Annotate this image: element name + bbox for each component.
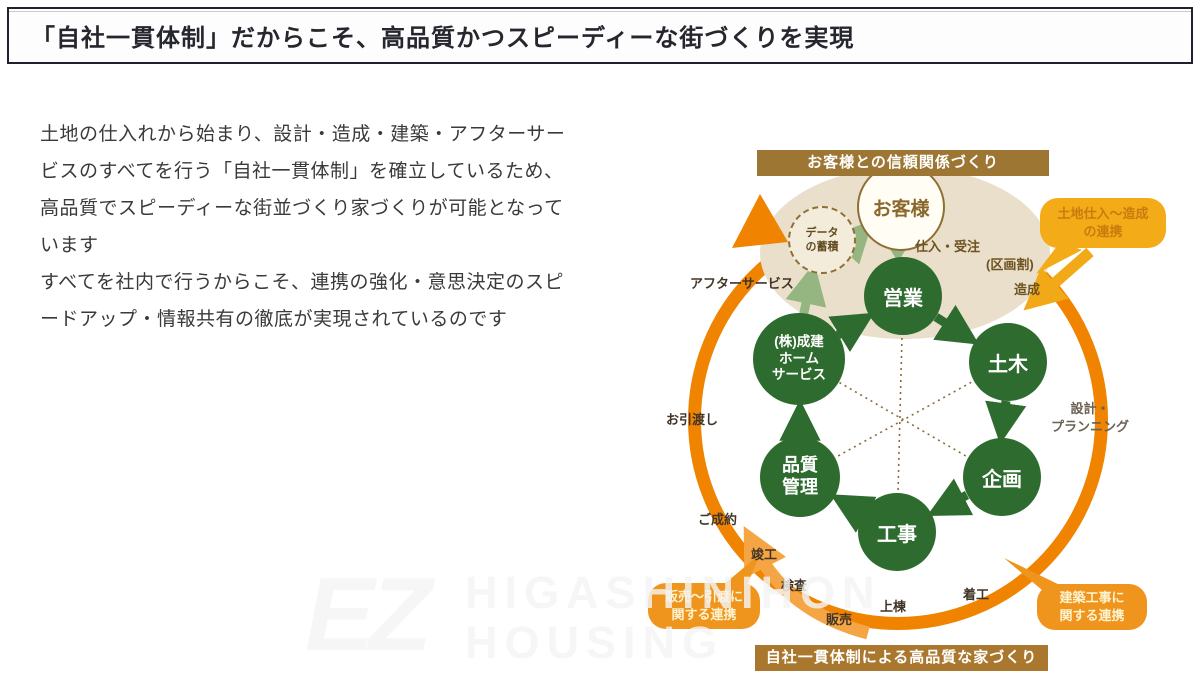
node-sales: 営業 (864, 257, 942, 335)
node-quality-control: 品質 管理 (760, 437, 840, 517)
label-after-service: アフターサービス (690, 276, 794, 291)
label-joto: 上棟 (880, 599, 907, 614)
node-civil-engineering: 土木 (969, 323, 1047, 401)
label-kensa: 検査 (781, 578, 808, 593)
label-ohikiwatashi: お引渡し (666, 412, 719, 427)
label-goseiyaku: ご成約 (698, 512, 738, 527)
watermark-logo: EZ (305, 557, 432, 673)
label-shiire: 仕入・受注 (915, 239, 981, 254)
label-sekkei-planning: 設計・ プランニング (1050, 401, 1129, 434)
label-shunko: 竣工 (751, 547, 778, 562)
node-construction: 工事 (858, 493, 936, 571)
page-title: 「自社一貫体制」だからこそ、高品質かつスピーディーな街づくりを実現 (31, 25, 855, 52)
callout-sale-cooperation: 販売～引渡に 関する連携 (648, 583, 760, 629)
label-kukakuwari: (区画割) (986, 257, 1034, 272)
data-accumulation-circle: データ の蓄積 (788, 206, 856, 274)
node-home-service: (株)成建 ホーム サービス (753, 313, 845, 405)
label-zosei: 造成 (1014, 282, 1041, 297)
label-chakko: 着工 (963, 587, 990, 602)
callout-build-cooperation: 建築工事に 関する連携 (1037, 584, 1147, 630)
intro-paragraph: 土地の仕入れから始まり、設計・造成・建築・アフターサー ビスのすべてを行う「自社… (40, 124, 566, 330)
section-header: 「自社一貫体制」だからこそ、高品質かつスピーディーな街づくりを実現 (7, 7, 1193, 64)
label-hanbai: 販売 (826, 612, 853, 627)
callout-land-cooperation: 土地仕入～造成 の連携 (1040, 198, 1166, 248)
customer-circle: お客様 (857, 163, 945, 251)
node-planning: 企画 (963, 438, 1041, 516)
diagram-top-banner: お客様との信頼関係づくり (757, 150, 1049, 176)
diagram-bottom-banner: 自社一貫体制による高品質な家づくり (755, 645, 1048, 671)
